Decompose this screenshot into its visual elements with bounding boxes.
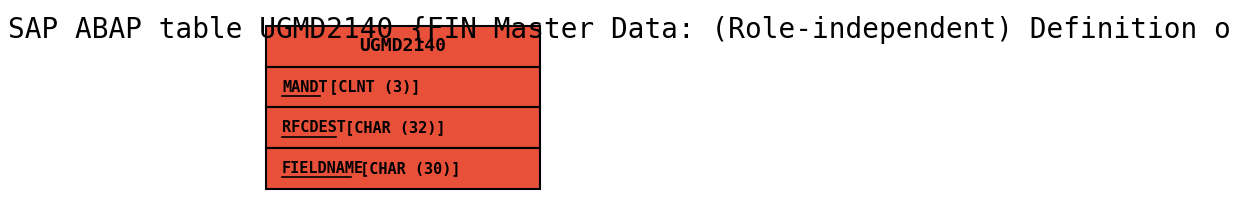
Bar (266, 148, 540, 189)
Text: UGMD2140: UGMD2140 (359, 37, 446, 55)
Text: [CLNT (3)]: [CLNT (3)] (321, 80, 420, 95)
Text: SAP ABAP table UGMD2140 {FIN Master Data: (Role-independent) Definition of Field: SAP ABAP table UGMD2140 {FIN Master Data… (9, 16, 1233, 44)
Text: MANDT: MANDT (282, 80, 328, 95)
Text: [CHAR (32)]: [CHAR (32)] (335, 120, 445, 135)
Text: RFCDEST: RFCDEST (282, 120, 345, 135)
Bar (266, 107, 540, 148)
Text: FIELDNAME: FIELDNAME (282, 161, 364, 176)
Bar (266, 67, 540, 107)
Text: [CHAR (30)]: [CHAR (30)] (351, 161, 461, 176)
Bar (266, 26, 540, 67)
